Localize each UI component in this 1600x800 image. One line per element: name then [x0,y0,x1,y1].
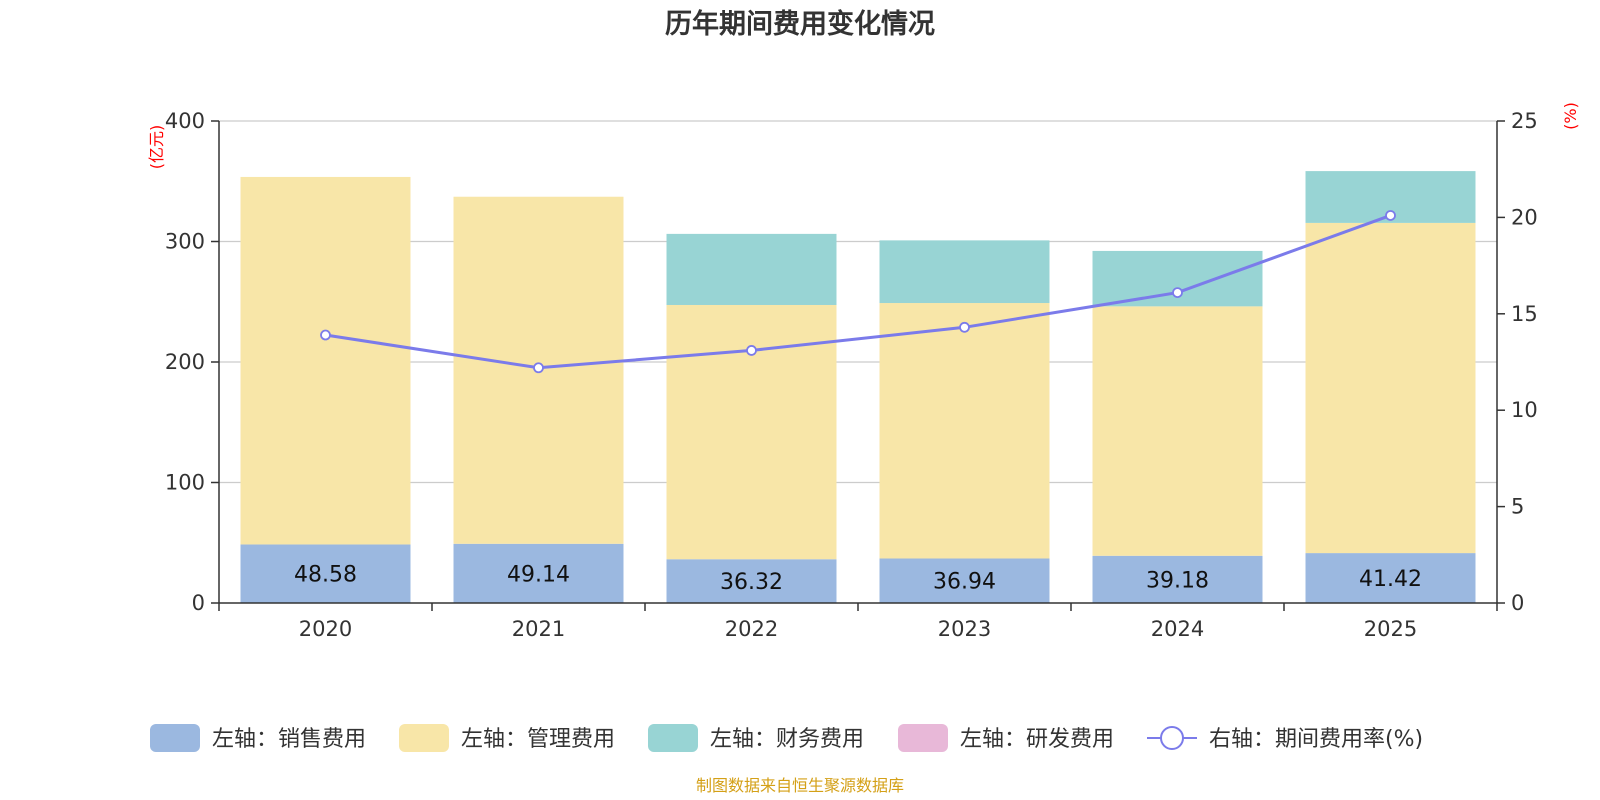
bar-group [240,171,1476,603]
bar-data-label: 49.14 [507,562,570,587]
legend-swatch [648,724,698,752]
left-axis-tick-label: 100 [165,471,205,495]
legend-swatch [898,724,948,752]
legend-entry-label: 左轴：财务费用 [710,727,864,752]
bar-segment-1 [453,543,624,603]
data-labels: 48.58 49.14 36.32 36.94 39.18 41.42 [294,562,1422,595]
bar-segment-1 [879,558,1050,603]
legend-marker-swatch [1160,726,1184,750]
bar-segment-1 [666,559,837,603]
rate-point [746,345,757,356]
bar-segment-1 [1305,553,1476,603]
rate-point [320,329,331,341]
legend-swatch [399,724,449,752]
right-axis-unit: (%) [1561,102,1580,130]
right-axis-tick-label: 10 [1511,398,1538,422]
left-axis-tick-label: 400 [165,109,205,133]
right-axis-tick-label: 0 [1511,591,1524,615]
legend-entry-label: 左轴：销售费用 [212,727,366,752]
right-axis-tick-label: 25 [1511,109,1538,133]
rate-point [1385,210,1396,221]
legend-entry-label: 左轴：研发费用 [960,727,1114,752]
rate-line [325,214,1392,370]
rate-point [1172,287,1183,298]
right-axis-tick-label: 15 [1511,302,1538,326]
x-axis-tick-label: 2020 [299,617,352,641]
source-note: 制图数据来自恒生聚源数据库 [696,776,904,795]
x-axis-tick-label: 2023 [938,617,991,641]
legend-entry-label: 右轴：期间费用率(%) [1209,727,1423,752]
left-axis-tick-label: 200 [165,350,205,374]
x-axis-tick-label: 2022 [725,617,778,641]
bar-segment-3 [879,240,1050,304]
bar-data-label: 39.18 [1146,568,1209,593]
left-axis-tick-label: 300 [165,230,205,254]
bar-segment-3 [666,233,837,305]
rate-line-group [320,210,1396,374]
legend-entry-label: 左轴：管理费用 [461,727,615,752]
bar-segment-1 [240,544,411,603]
bar-data-label: 36.94 [933,570,996,595]
bar-data-label: 48.58 [294,563,357,588]
bar-data-label: 36.32 [720,570,783,595]
bar-segment-1 [1092,555,1263,603]
legend: 左轴：销售费用 左轴：管理费用 左轴：财务费用 左轴：研发费用 右轴：期间费用率(%) [150,724,1423,752]
right-axis-tick-label: 5 [1511,495,1524,519]
chart-title: 历年期间费用变化情况 [665,8,935,40]
x-axis-tick-label: 2021 [512,617,565,641]
x-axis-tick-label: 2025 [1364,617,1417,641]
bar-segment-2 [879,303,1050,559]
bar-segment-2 [1092,306,1263,556]
rate-point [533,362,544,374]
grid-lines [219,120,1497,484]
bar-segment-3 [1092,250,1263,307]
x-axis-tick-label: 2024 [1151,617,1204,641]
bar-segment-2 [1305,222,1476,554]
left-axis-unit: (亿元) [147,125,166,170]
rate-point [959,321,970,333]
right-axis-tick-label: 20 [1511,205,1538,229]
bar-data-label: 41.42 [1359,567,1422,592]
legend-swatch [150,724,200,752]
left-axis-tick-label: 0 [192,591,205,615]
bar-segment-2 [240,176,411,545]
